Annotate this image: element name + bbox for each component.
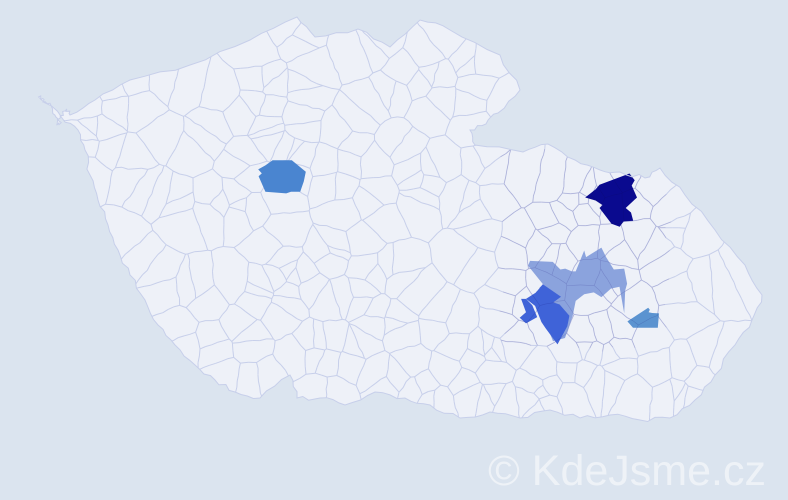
svg-text:© KdeJsme.cz: © KdeJsme.cz — [488, 447, 766, 495]
